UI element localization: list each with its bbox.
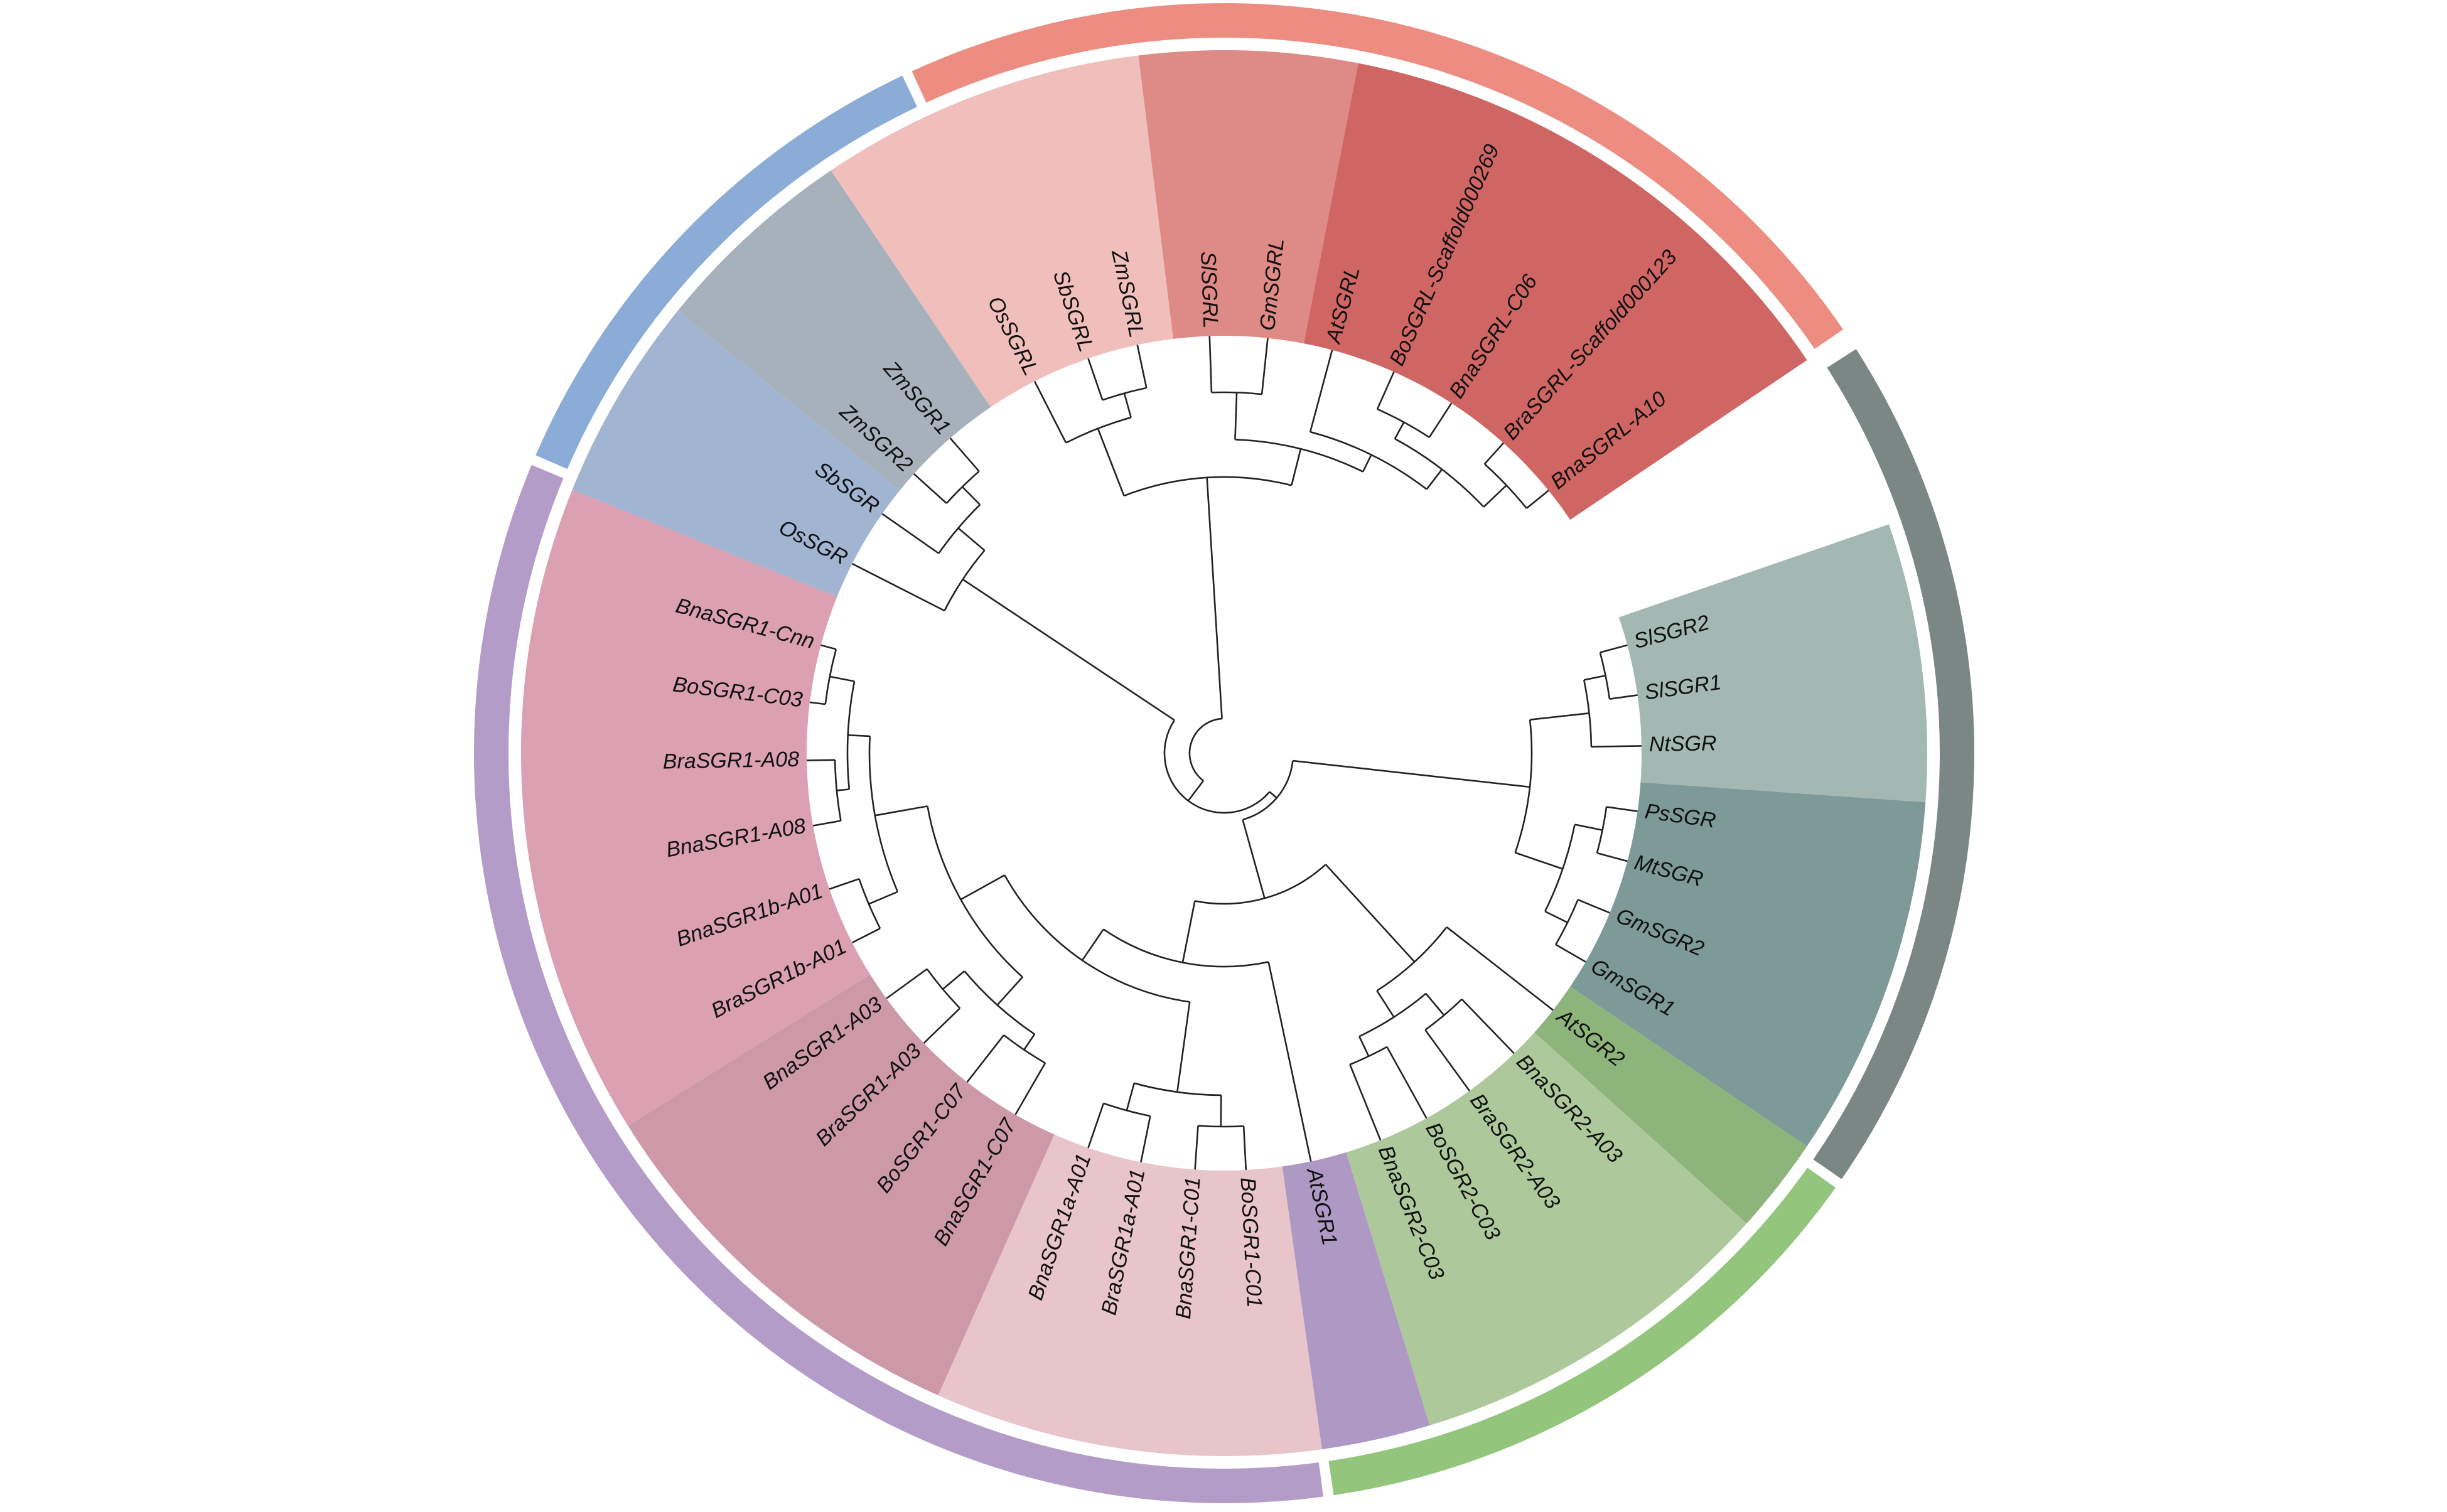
branch-n_sgr1b [960, 874, 1005, 901]
arc-dicot-sgr [1813, 349, 1975, 1179]
branch-n_a08b01 [874, 805, 928, 817]
branch-BnaSGR1b-A01 [829, 877, 859, 890]
branch-n_dicot_sgr [1269, 791, 1277, 799]
branch-n_c07 [1023, 1033, 1036, 1051]
branch-SbSGRL [1087, 358, 1104, 400]
branch-GmSGR1 [1555, 943, 1586, 963]
clade-outer-arcs [473, 3, 1975, 1504]
branch-BnaSGR1a-A01 [1087, 1103, 1105, 1149]
branch-ZmSGR1 [949, 437, 980, 472]
branch-BnaSGR1-Cnn [820, 644, 837, 650]
branch-ZmSGR2 [913, 473, 947, 504]
branch-AtSGRL [1309, 350, 1333, 432]
branch-BoSGR1-C03 [809, 701, 826, 705]
branch-n_sbzml [1123, 393, 1132, 418]
branch-n_msgrl [1097, 428, 1125, 496]
branch-n_c03 [829, 675, 855, 682]
branch-n_dsgrl [1291, 448, 1302, 486]
branch-n_dicot_sgr12 [1242, 819, 1266, 899]
branch-BoSGR1-C07 [966, 1034, 1005, 1083]
branch-GmSGR2 [1578, 899, 1610, 914]
tree-branches [807, 336, 1642, 1171]
branch-BraSGR1-A08 [807, 759, 836, 761]
branch-arc-n_root [1188, 717, 1222, 781]
branch-arc-n_sgr1a [1134, 1082, 1222, 1096]
branch-SbSGR [881, 513, 940, 554]
branch-BnaSGR1-C01 [1194, 1125, 1199, 1170]
branch-MtSGR [1596, 852, 1628, 862]
branch-ZmSGRL [1136, 345, 1148, 389]
branch-OsSGR [851, 562, 945, 612]
branch-BnaSGR1-C07 [1014, 1062, 1046, 1115]
branch-n_scaf [1483, 485, 1507, 508]
branch-n_bra2 [1376, 990, 1395, 1018]
branch-n_a01a [1126, 1083, 1135, 1111]
branch-n_a08c03 [847, 734, 870, 737]
branch-BnaSGR2-A03 [1461, 999, 1515, 1054]
branch-BnaSGRL-A10 [1526, 490, 1549, 509]
branch-PsSGR [1606, 806, 1638, 812]
branch-n_b01 [868, 891, 898, 905]
branch-n_sgr1 [1181, 901, 1196, 963]
arc-sgrl [912, 3, 1844, 349]
arc-sgr1 [473, 464, 1324, 1504]
branch-n_bra2a [1425, 993, 1445, 1016]
branch-BraSGR2-A03 [1424, 1029, 1470, 1091]
branch-SlSGR1 [1609, 694, 1638, 700]
branch-SlSGR2 [1600, 644, 1628, 653]
branch-BraSGR1b-A01 [851, 928, 881, 944]
tip-label: BraSGR1-A08 [662, 748, 799, 774]
branch-arc-n_dicot_sgr12 [1195, 864, 1326, 905]
branch-BnaSGR1-A08 [812, 820, 841, 827]
branch-n_a03 [942, 970, 965, 990]
branch-arc-n_sol_leg [1514, 719, 1533, 853]
branch-n_leg [1515, 852, 1563, 870]
branch-AtSGR1 [1267, 962, 1312, 1162]
branch-n_gm [1544, 910, 1568, 923]
branch-BraSGR1-A03 [923, 1007, 961, 1044]
branch-GmSGRL [1261, 338, 1269, 395]
branch-BoSGR1-C01 [1242, 1126, 1247, 1171]
branch-n_sgr_all [1187, 780, 1204, 802]
branch-SlSGRL [1208, 336, 1213, 393]
arc-monocot-sgr [535, 75, 918, 469]
branch-arc-n_sgr1 [1103, 928, 1269, 968]
branch-BoSGR2-C03 [1386, 1046, 1428, 1119]
branch-n_sgr2 [1325, 864, 1416, 963]
branch-BnaSGR1-A03 [886, 968, 928, 999]
branch-BraSGRL-Scaffold000123 [1483, 442, 1504, 465]
branch-n_c07a03 [996, 976, 1023, 1006]
branch-n_bra2c [1358, 1036, 1370, 1057]
branch-n_sbzm [957, 527, 986, 551]
branch-n_sol [1529, 712, 1589, 721]
branch-n_sgr1bra [1081, 928, 1104, 961]
branch-n_sol_leg [1293, 759, 1530, 788]
branch-arc-n_sol [1583, 680, 1593, 747]
branch-arc-n_sgr_all [1163, 719, 1271, 814]
arc-brassica-sgr2 [1328, 1167, 1836, 1496]
branch-OsSGRL [1033, 380, 1067, 444]
tip-label: SlSGRL [1196, 251, 1222, 329]
branch-n_psmt [1574, 823, 1603, 831]
branch-n_a08 [836, 788, 849, 791]
branch-BnaSGRL-C06 [1428, 402, 1453, 438]
branch-n_sgrl [1206, 477, 1223, 719]
branch-AtSGR2 [1446, 926, 1554, 1011]
branch-n_zm [962, 486, 981, 506]
branch-n_bo_c06 [1394, 422, 1405, 439]
branch-n_sl [1583, 675, 1606, 681]
branch-n_sgr1a [1176, 1002, 1191, 1093]
branch-arc-n_leg [1544, 824, 1576, 912]
branch-n_atbra [1362, 454, 1372, 473]
branch-n_slgm [1234, 392, 1238, 440]
tip-label: NtSGR [1649, 731, 1717, 756]
branch-BraSGR1a-A01 [1140, 1115, 1151, 1162]
branch-n_brasgrl [1426, 468, 1443, 490]
branch-BoSGRL-Scaffold000269 [1376, 371, 1395, 410]
inner-white-disc [807, 336, 1642, 1171]
branch-BnaSGR2-C03 [1349, 1064, 1382, 1141]
branch-n_msgr [962, 579, 1175, 721]
